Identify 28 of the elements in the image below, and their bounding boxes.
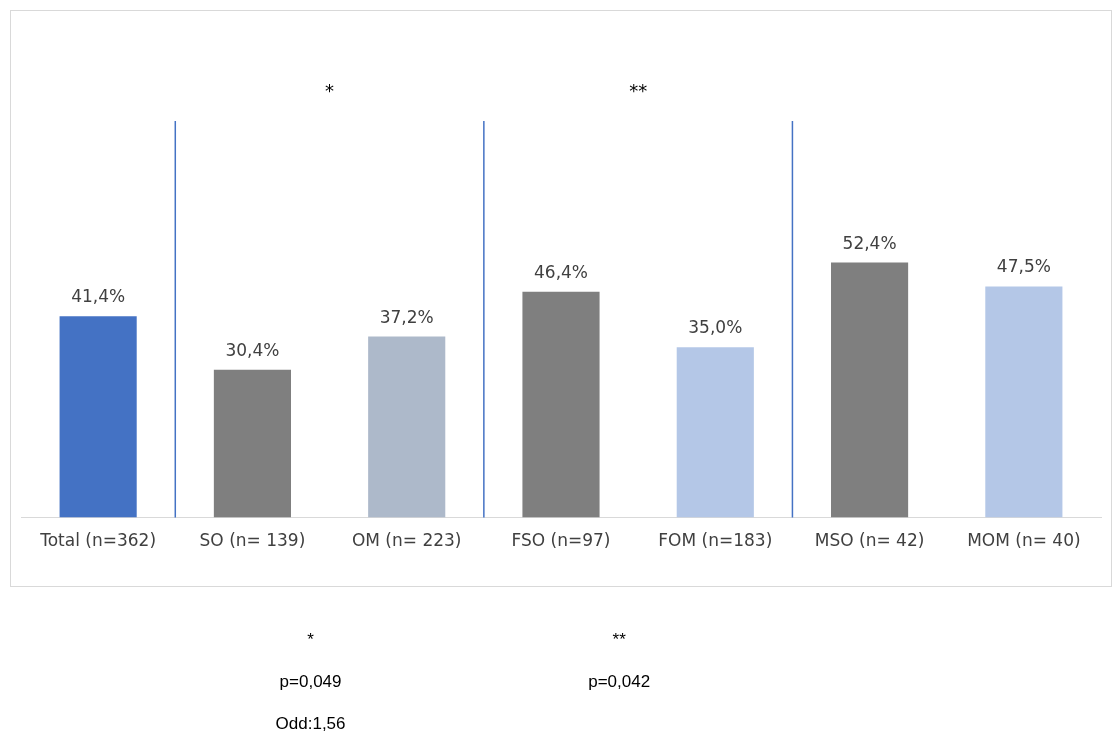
text: ** (612, 630, 626, 650)
bar (522, 291, 600, 518)
text: * (325, 79, 335, 101)
bar (831, 262, 909, 518)
data-label: 52,4% (842, 232, 897, 253)
text: Odd:1,56 (275, 714, 346, 734)
data-label: 46,4% (533, 261, 589, 282)
text: p=0,049 (279, 672, 342, 692)
bar (676, 347, 754, 518)
bar (368, 336, 446, 518)
text: * (307, 630, 314, 650)
x-tick-label: SO (n= 139) (199, 530, 306, 551)
data-label: 47,5% (996, 256, 1051, 277)
data-label: 41,4% (71, 286, 126, 307)
bar (985, 286, 1063, 518)
data-label: 35,0% (688, 317, 743, 338)
x-tick-label: MOM (n= 40) (967, 530, 1081, 551)
x-tick-label: OM (n= 223) (351, 530, 462, 551)
bar (59, 316, 137, 518)
x-tick-label: Total (n=362) (39, 530, 157, 551)
data-label: 30,4% (225, 339, 280, 360)
bar (213, 369, 291, 518)
text: ** (629, 79, 648, 101)
data-label: 37,2% (379, 306, 434, 327)
text: p=0,042 (588, 672, 651, 692)
x-tick-label: FSO (n=97) (511, 530, 611, 551)
x-tick-label: FOM (n=183) (658, 530, 773, 551)
x-tick-label: MSO (n= 42) (814, 530, 925, 551)
